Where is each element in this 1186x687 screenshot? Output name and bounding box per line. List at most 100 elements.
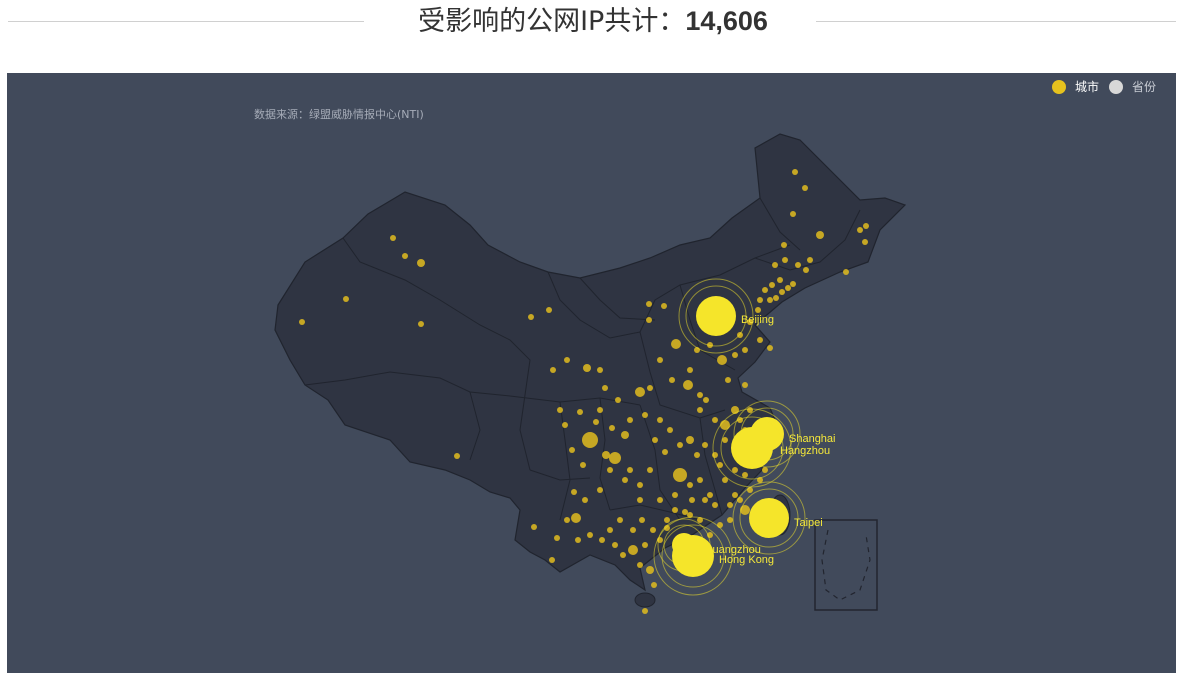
city-dot: [767, 297, 773, 303]
city-dot: [687, 512, 693, 518]
city-dot: [742, 347, 748, 353]
city-dot: [742, 472, 748, 478]
city-dot: [652, 437, 658, 443]
city-dot: [593, 419, 599, 425]
city-dot: [740, 505, 750, 515]
city-dot: [782, 257, 788, 263]
legend-province-dot-icon: [1108, 79, 1123, 94]
city-dot: [667, 427, 673, 433]
ripple-ring-beijing: [678, 278, 754, 354]
city-dot: [642, 542, 648, 548]
city-dot: [747, 407, 753, 413]
city-dot: [661, 303, 667, 309]
city-dot: [571, 489, 577, 495]
city-dot: [569, 447, 575, 453]
city-dot: [646, 301, 652, 307]
city-dot: [686, 436, 694, 444]
city-dot: [682, 509, 688, 515]
city-dot: [725, 377, 731, 383]
city-dot: [802, 185, 808, 191]
city-dot: [564, 517, 570, 523]
city-dot: [597, 407, 603, 413]
major-city-label-taipei: Taipei: [794, 517, 823, 529]
city-dot: [702, 442, 708, 448]
city-dot: [803, 267, 809, 273]
page-title: 受影响的公网IP共计：14,606: [0, 2, 1186, 41]
city-dot: [807, 257, 813, 263]
city-dot: [863, 223, 869, 229]
city-dot: [772, 262, 778, 268]
city-dot: [689, 497, 695, 503]
province-border-17: [529, 469, 591, 481]
city-dot: [687, 367, 693, 373]
ripple-ring-hangzhou: [712, 408, 792, 488]
city-dot: [583, 364, 591, 372]
major-city-hong-kong: [672, 535, 714, 577]
city-dot: [777, 277, 783, 283]
south-china-sea-dashes: [821, 529, 871, 601]
province-border-6: [639, 331, 726, 419]
city-dot: [617, 517, 623, 523]
legend: 城市 省份: [1042, 78, 1156, 95]
city-dot: [671, 339, 681, 349]
city-dot: [769, 282, 775, 288]
city-dot: [727, 517, 733, 523]
city-dot: [707, 492, 713, 498]
province-border-4: [547, 271, 641, 339]
legend-city-dot-icon: [1051, 79, 1066, 94]
city-dot: [607, 527, 613, 533]
city-dot: [642, 608, 648, 614]
city-dot: [672, 492, 678, 498]
affected-ip-count: 14,606: [685, 6, 768, 36]
province-border-0: [342, 237, 511, 341]
city-dot: [597, 487, 603, 493]
city-dot: [657, 417, 663, 423]
city-dot: [546, 307, 552, 313]
city-dot: [577, 409, 583, 415]
city-dot: [418, 321, 424, 327]
city-dot: [602, 385, 608, 391]
city-dot: [571, 513, 581, 523]
data-source-text: 数据来源：绿盟威胁情报中心(NTI): [254, 108, 424, 121]
city-dot: [673, 468, 687, 482]
city-dot: [843, 269, 849, 275]
hainan-island: [634, 592, 656, 608]
city-dot: [757, 337, 763, 343]
city-dot: [785, 285, 791, 291]
province-border-5: [639, 244, 791, 333]
city-dot: [717, 355, 727, 365]
city-dot: [816, 231, 824, 239]
city-dot: [651, 582, 657, 588]
city-dot: [669, 377, 675, 383]
major-city-label-hangzhou: Hangzhou: [780, 445, 830, 457]
ripple-ring-taipei: [739, 488, 799, 548]
province-border-7: [599, 397, 611, 511]
city-dot: [722, 477, 728, 483]
city-dot: [857, 227, 863, 233]
city-dot: [773, 295, 779, 301]
ripple-ring-hong-kong: [661, 524, 725, 588]
city-dot: [602, 451, 610, 459]
province-border-15: [579, 277, 656, 321]
city-dot: [620, 552, 626, 558]
city-dot: [757, 297, 763, 303]
legend-item-city[interactable]: 城市: [1051, 78, 1099, 95]
city-dot: [779, 289, 785, 295]
province-border-12: [754, 209, 861, 271]
city-dot: [662, 449, 668, 455]
city-dot: [612, 542, 618, 548]
province-border-16: [469, 391, 481, 461]
city-dot: [762, 467, 768, 473]
city-dot: [562, 422, 568, 428]
south-china-sea-inset: [814, 519, 878, 611]
legend-item-province[interactable]: 省份: [1108, 78, 1156, 95]
city-dot: [792, 169, 798, 175]
city-dot: [627, 467, 633, 473]
city-dot: [609, 452, 621, 464]
major-city-label-beijing: Beijing: [741, 314, 774, 326]
city-dot: [621, 431, 629, 439]
city-dot: [528, 314, 534, 320]
city-dot: [732, 467, 738, 473]
map-panel: Beijing Shanghai Hangzhou Taipei Guangzhou Ho…: [7, 73, 1176, 673]
